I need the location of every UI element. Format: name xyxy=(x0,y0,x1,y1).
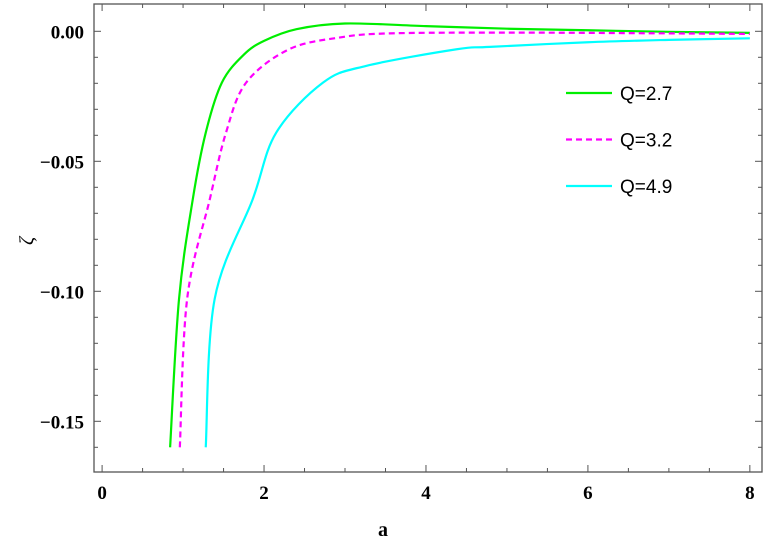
y-tick-label: −0.10 xyxy=(40,282,84,303)
y-axis-label: ζ xyxy=(16,235,38,245)
axis-ticks xyxy=(94,4,762,472)
x-axis-label: a xyxy=(378,519,388,541)
y-tick-labels: 0.00 −0.05 −0.10 −0.15 xyxy=(40,22,84,433)
legend-label: Q=4.9 xyxy=(620,177,672,198)
y-tick-label: −0.15 xyxy=(40,412,84,433)
x-tick-label: 2 xyxy=(259,483,269,504)
y-tick-label: 0.00 xyxy=(51,22,84,43)
x-tick-label: 8 xyxy=(745,483,755,504)
series-line-2 xyxy=(178,31,750,448)
y-tick-label: −0.05 xyxy=(40,152,84,173)
x-tick-labels: 0 2 4 6 8 xyxy=(97,483,754,504)
x-tick-label: 4 xyxy=(421,483,431,504)
plot-frame xyxy=(93,3,763,473)
legend-label: Q=3.2 xyxy=(620,131,672,152)
series-line-1 xyxy=(169,22,750,448)
series-line-3 xyxy=(204,37,750,448)
curves xyxy=(169,22,750,448)
x-tick-label: 0 xyxy=(97,483,107,504)
x-tick-label: 6 xyxy=(583,483,593,504)
legend-label: Q=2.7 xyxy=(620,84,672,105)
legend: Q=2.7 Q=3.2 Q=4.9 xyxy=(566,84,672,198)
